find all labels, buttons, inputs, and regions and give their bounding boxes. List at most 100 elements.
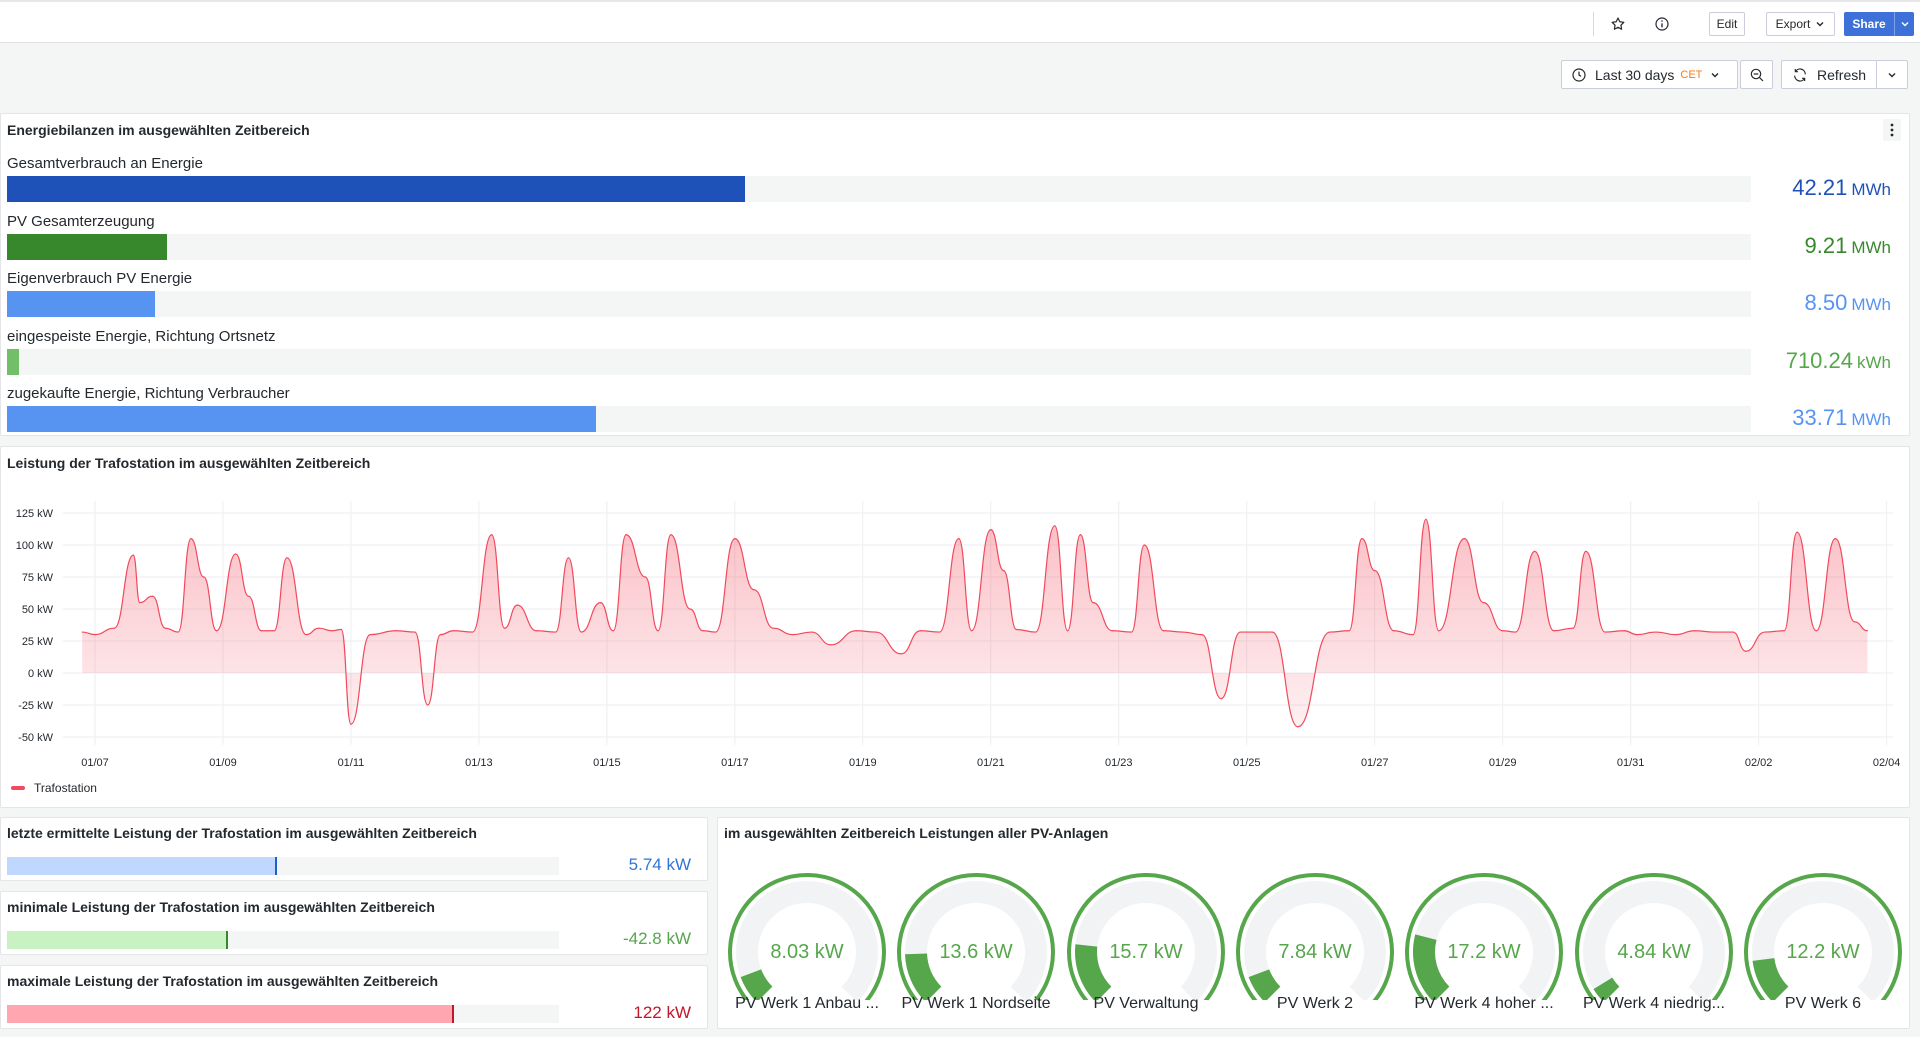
series-line-trafostation[interactable] bbox=[82, 518, 1868, 728]
data-point bbox=[555, 631, 557, 633]
data-point bbox=[1604, 631, 1606, 633]
data-point bbox=[139, 602, 141, 604]
data-point bbox=[1220, 698, 1222, 700]
bar-fill bbox=[7, 857, 278, 875]
gauge-label: PV Werk 1 Anbau ... bbox=[735, 995, 879, 1012]
chart-legend[interactable]: Trafostation bbox=[11, 781, 97, 795]
bar-fill bbox=[7, 1005, 455, 1023]
data-point bbox=[1182, 631, 1184, 633]
y-tick-label: -50 kW bbox=[18, 732, 53, 744]
data-point bbox=[753, 589, 755, 591]
gauge-value-arc bbox=[1413, 934, 1450, 1000]
pv-gauge[interactable]: 15.7 kW bbox=[1066, 870, 1226, 1000]
data-point bbox=[395, 630, 397, 632]
data-point bbox=[1066, 630, 1069, 632]
edit-button[interactable]: Edit bbox=[1709, 12, 1745, 36]
data-point bbox=[151, 595, 154, 597]
data-point bbox=[247, 595, 250, 597]
data-point bbox=[1674, 634, 1677, 636]
pv-gauge[interactable]: 12.2 kW bbox=[1743, 870, 1903, 1000]
gauge-graphic: 8.03 kW bbox=[728, 873, 886, 1000]
data-point bbox=[689, 608, 691, 610]
data-point bbox=[1111, 630, 1113, 632]
data-point bbox=[1585, 550, 1587, 552]
chevron-down-icon[interactable] bbox=[1887, 70, 1897, 80]
energy-bar-label: Eigenverbrauch PV Energie bbox=[7, 270, 193, 287]
energy-value-unit: MWh bbox=[1851, 410, 1891, 429]
data-point bbox=[235, 553, 237, 555]
gauge-threshold-green bbox=[1067, 873, 1225, 1000]
gauge-graphic: 4.84 kW bbox=[1575, 873, 1733, 1000]
data-point bbox=[190, 538, 192, 540]
data-point bbox=[900, 653, 902, 655]
panel-menu-button[interactable] bbox=[1883, 119, 1901, 141]
y-tick-label: 50 kW bbox=[22, 604, 54, 616]
data-point bbox=[939, 631, 941, 633]
gauge-value: 4.84 kW bbox=[1617, 941, 1690, 963]
data-point bbox=[340, 628, 342, 631]
data-point bbox=[1745, 650, 1747, 652]
pv-gauge[interactable]: 17.2 kW bbox=[1404, 870, 1564, 1000]
gauge-track bbox=[1583, 881, 1725, 1000]
time-range-picker[interactable]: Last 30 days CET bbox=[1561, 60, 1738, 89]
energy-bar-value: 9.21 MWh bbox=[1805, 233, 1892, 259]
data-point bbox=[875, 631, 877, 633]
chevron-down-icon bbox=[1711, 72, 1719, 77]
x-tick-label: 01/09 bbox=[209, 757, 237, 769]
time-range-label: Last 30 days bbox=[1595, 66, 1675, 83]
gauge-value-arc bbox=[905, 953, 942, 1000]
data-point bbox=[811, 631, 813, 633]
data-point bbox=[1034, 631, 1037, 633]
chevron-down-icon bbox=[1816, 22, 1824, 27]
min-power-bar bbox=[7, 931, 559, 949]
y-tick-label: 75 kW bbox=[22, 572, 54, 584]
gauge-threshold-green bbox=[897, 873, 1055, 1000]
data-point bbox=[81, 631, 83, 633]
info-icon[interactable] bbox=[1651, 13, 1673, 35]
energy-bar-value: 42.21 MWh bbox=[1792, 175, 1891, 201]
star-icon[interactable] bbox=[1607, 13, 1629, 35]
x-tick-label: 02/04 bbox=[1873, 757, 1901, 769]
bar-fill bbox=[7, 931, 228, 949]
energy-bar-track bbox=[7, 406, 1751, 432]
export-button[interactable]: Export bbox=[1766, 12, 1835, 36]
data-point bbox=[1623, 630, 1625, 632]
data-point bbox=[1162, 630, 1165, 632]
pv-gauge[interactable]: 4.84 kW bbox=[1574, 870, 1734, 1000]
data-point bbox=[567, 557, 570, 559]
pv-gauge[interactable]: 8.03 kW bbox=[727, 870, 887, 1000]
panel-title: minimale Leistung der Trafostation im au… bbox=[7, 899, 435, 915]
energy-bar-fill bbox=[7, 176, 745, 202]
gauge-graphic: 13.6 kW bbox=[897, 873, 1055, 1000]
data-point bbox=[414, 631, 416, 633]
gauge-threshold-green bbox=[1744, 873, 1902, 1000]
y-tick-label: 125 kW bbox=[16, 508, 54, 520]
energy-value-unit: MWh bbox=[1851, 180, 1891, 199]
share-button[interactable]: Share bbox=[1844, 12, 1914, 36]
data-point bbox=[670, 534, 672, 536]
trafo-chart-panel: Leistung der Trafostation im ausgewählte… bbox=[0, 446, 1910, 808]
more-vertical-icon bbox=[1890, 123, 1894, 137]
energy-bar-fill bbox=[7, 291, 156, 317]
data-point bbox=[439, 634, 442, 636]
data-point bbox=[1866, 630, 1869, 632]
y-tick-label: 25 kW bbox=[22, 636, 54, 648]
pv-gauge[interactable]: 7.84 kW bbox=[1235, 870, 1395, 1000]
data-point bbox=[1553, 630, 1555, 632]
pv-gauge[interactable]: 13.6 kW bbox=[896, 870, 1056, 1000]
legend-label: Trafostation bbox=[34, 781, 97, 795]
refresh-button[interactable]: Refresh bbox=[1781, 60, 1908, 89]
x-tick-label: 01/27 bbox=[1361, 757, 1389, 769]
gauge-value: 7.84 kW bbox=[1278, 941, 1351, 963]
energy-bar-fill bbox=[7, 348, 20, 375]
share-menu-toggle[interactable] bbox=[1894, 12, 1914, 36]
data-point bbox=[1239, 631, 1241, 633]
zoom-out-button[interactable] bbox=[1740, 60, 1773, 89]
trafo-area-chart[interactable]: 125 kW 100 kW 75 kW 50 kW 25 kW 0 kW -25 kW -50… bbox=[1, 447, 1909, 807]
x-tick-label: 01/25 bbox=[1233, 757, 1261, 769]
refresh-divider bbox=[1876, 61, 1877, 88]
data-point bbox=[369, 634, 371, 636]
data-point bbox=[1092, 602, 1094, 604]
data-point bbox=[491, 534, 493, 536]
gauge-graphic: 7.84 kW bbox=[1236, 873, 1394, 1000]
